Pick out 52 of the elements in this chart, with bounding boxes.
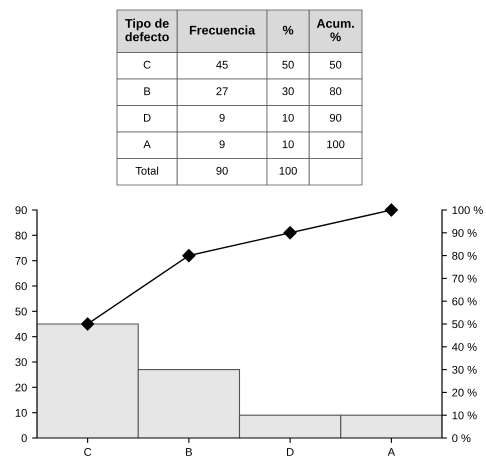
text: 9 <box>220 114 225 122</box>
text: 27 <box>216 87 228 96</box>
y-tick-label: 50 <box>15 308 27 316</box>
y-tick-label: 0 <box>22 434 27 442</box>
text: Acum. % <box>316 19 354 42</box>
y-tick-label: 60 <box>15 282 27 290</box>
y2-tick-label: 50 % <box>452 320 477 328</box>
text: Total <box>136 166 158 175</box>
x-tick-label: A <box>388 448 396 456</box>
text: 50 <box>282 60 294 69</box>
text: C <box>144 60 151 69</box>
y2-tick-label: 30 % <box>452 366 477 374</box>
point <box>284 226 297 240</box>
y-tick-label: 40 <box>15 332 27 341</box>
y-tick-label: 10 <box>16 408 27 417</box>
y-tick-label: 80 <box>15 232 27 240</box>
y2-tick-label: 0 % <box>452 434 470 442</box>
y2-tick-label: 60 % <box>452 297 477 306</box>
x-tick-label: C <box>84 448 92 456</box>
point <box>81 317 94 331</box>
y2-tick-label: 40 % <box>452 343 477 351</box>
text: 100 <box>280 166 297 175</box>
text: 80 <box>330 87 342 96</box>
text: 100 <box>327 140 344 148</box>
y-tick-label: 90 <box>15 206 27 214</box>
x-tick-label: B <box>186 448 192 456</box>
point <box>384 203 398 217</box>
text: B <box>144 87 150 96</box>
text: 45 <box>216 60 228 69</box>
y-tick-label: 70 <box>15 256 27 265</box>
text: 9 <box>220 140 225 148</box>
y2-tick-label: 70 % <box>452 274 477 283</box>
text: A <box>143 140 151 148</box>
y-tick-label: 30 <box>15 358 27 366</box>
text: D <box>144 114 151 122</box>
y2-tick-label: 80 % <box>452 252 477 260</box>
x-tick-label: D <box>287 448 294 456</box>
text: Tipo de defecto <box>125 18 169 42</box>
text: 10 <box>282 140 294 148</box>
y-tick-label: 20 <box>15 384 27 392</box>
y2-tick-label: 10 % <box>452 411 477 420</box>
text: 50 <box>330 60 342 69</box>
point <box>182 249 196 262</box>
text: % <box>282 26 294 35</box>
y2-tick-label: 20 % <box>452 388 477 397</box>
text: 30 <box>282 87 294 96</box>
text: 90 <box>216 166 228 175</box>
text: 90 <box>330 114 342 122</box>
text: 10 <box>282 114 294 122</box>
y2-tick-label: 90 % <box>452 229 477 237</box>
text: Frecuencia <box>190 25 256 35</box>
y2-tick-label: 100 % <box>452 206 483 214</box>
